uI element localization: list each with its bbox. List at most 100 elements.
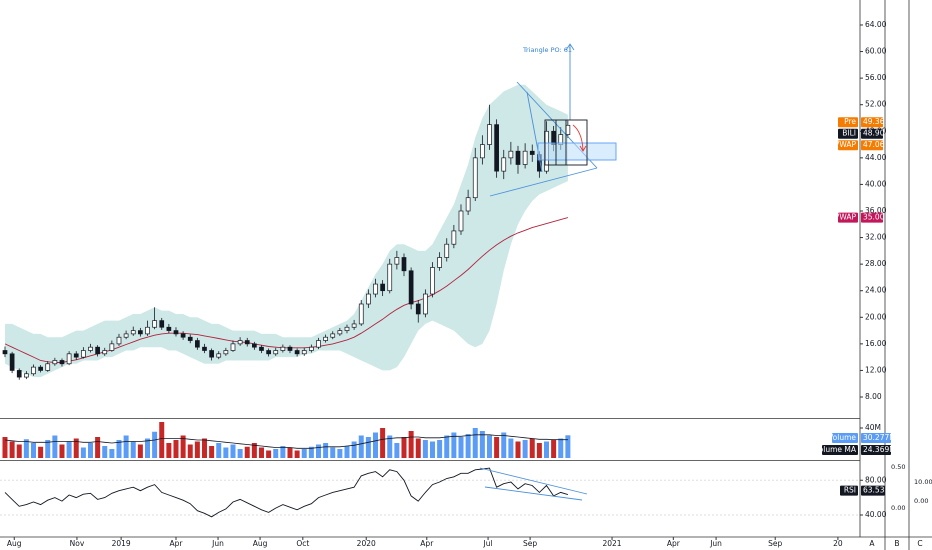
tag-name: Volume [828, 433, 856, 442]
pane-button[interactable]: A [869, 539, 875, 548]
rsi-trendline [484, 486, 583, 501]
volume-bar [16, 444, 22, 458]
tag-value: 63.53 [863, 486, 885, 495]
volume-bar [294, 450, 300, 458]
rsi-line [4, 467, 569, 518]
tag-value-box [861, 445, 891, 455]
candle-body [130, 330, 136, 335]
volume-bar [437, 440, 443, 458]
volume-bar [494, 437, 500, 458]
x-tick-label: Aug [7, 539, 22, 548]
triangle-line [489, 167, 598, 197]
candle-body [209, 350, 214, 358]
tag-name-box [838, 140, 858, 151]
volume-bar [344, 446, 350, 458]
candle-body [444, 243, 450, 258]
pane-button[interactable]: B [894, 539, 899, 548]
volume-bar [301, 449, 307, 458]
volume-bar [465, 434, 471, 458]
volume-bar [330, 447, 336, 458]
candle-body [73, 353, 79, 358]
x-tick-label: Oct [296, 539, 309, 548]
volume-bar [123, 435, 129, 458]
candle-body [380, 283, 385, 292]
candle-body [123, 333, 129, 338]
volume-bar [565, 435, 571, 458]
candle-body [230, 343, 236, 351]
volume-bar [230, 444, 236, 458]
volume-bar [408, 431, 414, 458]
y-tick-label: 32.00 [865, 233, 887, 242]
volume-bar [251, 443, 257, 458]
candle-body [195, 340, 200, 348]
volume-bar [515, 441, 521, 458]
candle-body [9, 353, 15, 371]
candle-body [337, 330, 343, 335]
volume-bar [323, 443, 329, 458]
candle-body [437, 257, 442, 268]
candle-body [508, 150, 514, 159]
volume-bar [95, 437, 101, 458]
candle-body [522, 150, 528, 165]
candle-body [223, 350, 229, 355]
candle-body [472, 157, 478, 199]
candle-body [451, 230, 457, 245]
candle-body [309, 346, 314, 351]
tag-value: 47.06 [863, 140, 885, 149]
y-tick-label: 56.00 [865, 73, 887, 82]
volume-tick-label: 40M [865, 423, 881, 432]
zone-box [537, 142, 617, 161]
candle-body [88, 346, 93, 351]
candle-body [494, 124, 499, 172]
volume-bar [159, 422, 165, 458]
tag-name: VWAP [834, 140, 856, 149]
tag-value-box [861, 140, 883, 151]
candle-body [287, 346, 293, 351]
volume-bar [73, 438, 79, 458]
candle-body [344, 326, 350, 331]
volume-bar [551, 440, 557, 458]
pane-button[interactable]: C [917, 539, 922, 548]
candle-body [316, 340, 321, 348]
candle-body [408, 270, 414, 305]
candle-body [266, 350, 271, 355]
candle-body [394, 257, 400, 265]
candle-body [24, 373, 29, 378]
volume-bar [529, 438, 535, 458]
candle-body [81, 350, 86, 358]
candle-body [187, 336, 193, 341]
volume-bar [422, 440, 428, 458]
y-tick-label: 20.00 [865, 312, 887, 321]
volume-bar [380, 428, 386, 458]
tag-value: 24.369M [863, 445, 896, 454]
candle-body [273, 350, 279, 355]
tag-value: 48.90 [863, 129, 885, 138]
bollinger-band [5, 84, 568, 378]
tag-name-box [838, 212, 858, 223]
candle-body [31, 366, 36, 375]
x-tick-label: Apr [420, 539, 434, 548]
candle-body [173, 330, 179, 335]
rsi-trendline [479, 467, 588, 495]
volume-bar [501, 432, 507, 458]
candle-body [487, 124, 492, 145]
volume-bar [558, 438, 564, 458]
volume-bar [486, 435, 492, 458]
candle-body [323, 336, 328, 341]
volume-bar [166, 443, 172, 458]
volume-bar [237, 449, 243, 458]
volume-bar [429, 441, 435, 458]
volume-bar [30, 443, 36, 458]
y-tick-label: 60.00 [865, 47, 887, 56]
side-tick-label: 10.00 [914, 478, 932, 486]
volume-bar [394, 443, 400, 458]
candle-body [330, 333, 336, 338]
volume-bar [479, 431, 485, 458]
tag-name: Volume MA [814, 445, 857, 454]
volume-bar [351, 441, 357, 458]
candle-body [387, 263, 393, 292]
tag-name: VWAP [834, 213, 856, 222]
y-tick-label: 24.00 [865, 286, 887, 295]
candle-body [202, 346, 207, 351]
